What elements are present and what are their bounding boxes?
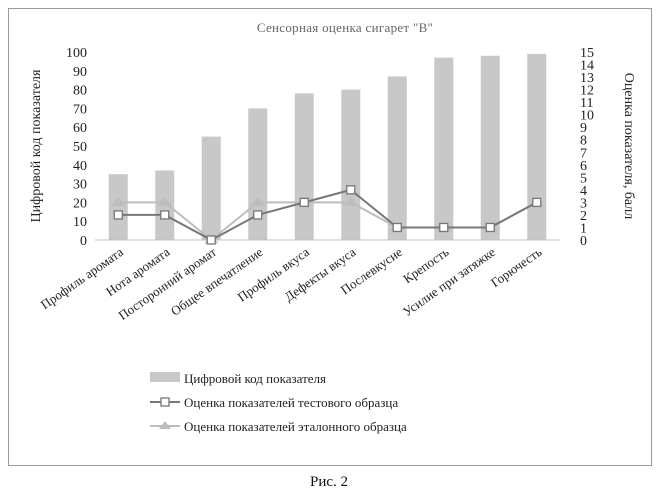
left-tick-label: 80	[73, 84, 87, 99]
left-tick-label: 30	[73, 178, 87, 193]
legend-swatch-bar	[150, 372, 180, 382]
reference-point	[250, 196, 265, 206]
reference-point	[157, 196, 172, 206]
right-tick-label: 9	[580, 121, 587, 136]
legend-marker-triangle	[159, 421, 171, 429]
right-tick-label: 3	[580, 196, 587, 211]
test-point	[206, 235, 216, 245]
sensory-chart: Сенсорная оценка сигарет "В" Цифровой ко…	[29, 20, 636, 434]
left-tick-label: 40	[73, 159, 87, 174]
reference-point	[111, 196, 126, 206]
bar	[434, 57, 454, 240]
right-tick-label: 12	[580, 84, 594, 99]
series-line	[118, 188, 538, 242]
bar	[248, 108, 268, 241]
right-tick-label: 1	[580, 221, 587, 236]
test-point	[439, 222, 449, 233]
test-point	[160, 210, 170, 220]
right-tick-label: 14	[580, 59, 594, 74]
test-point	[392, 222, 402, 233]
right-tick-label: 2	[580, 209, 587, 224]
right-tick-label: 4	[580, 184, 587, 199]
right-tick-label: 7	[580, 146, 587, 161]
left-tick-label: 10	[73, 215, 87, 230]
left-tick-label: 60	[73, 121, 87, 136]
bar	[341, 89, 361, 240]
test-point	[299, 197, 309, 208]
right-tick-label: 6	[580, 159, 587, 174]
left-tick-label: 0	[80, 234, 87, 249]
right-tick-label: 11	[580, 96, 593, 111]
right-tick-label: 15	[580, 46, 594, 61]
bar	[294, 93, 314, 240]
right-axis-label: Оценка показателя, балл	[621, 73, 636, 219]
bar	[527, 53, 547, 240]
reference-point	[343, 196, 358, 206]
right-tick-label: 5	[580, 171, 587, 186]
test-point	[346, 185, 356, 195]
left-tick-label: 70	[73, 102, 87, 117]
test-point	[485, 222, 495, 233]
bar	[201, 136, 221, 240]
bar	[480, 55, 500, 241]
legend-label: Оценка показателей тестового образца	[184, 395, 398, 410]
left-tick-label: 20	[73, 196, 87, 211]
series-line	[118, 201, 538, 242]
right-tick-label: 8	[580, 134, 587, 149]
bar	[387, 76, 407, 240]
legend-label: Цифровой код показателя	[184, 371, 326, 386]
left-tick-label: 90	[73, 65, 87, 80]
category-label: Горючесть	[488, 244, 545, 290]
left-axis-label: Цифровой код показателя	[29, 69, 44, 222]
left-tick-label: 100	[66, 46, 87, 61]
test-point	[532, 197, 542, 208]
legend-marker-square	[160, 397, 170, 407]
category-label: Профиль аромата	[38, 244, 126, 312]
right-tick-label: 10	[580, 109, 594, 124]
figure-caption: Рис. 2	[309, 474, 349, 490]
test-point	[113, 210, 123, 220]
right-tick-label: 0	[580, 234, 587, 249]
left-tick-label: 50	[73, 140, 87, 155]
bar	[108, 174, 128, 240]
chart-title: Сенсорная оценка сигарет "В"	[257, 20, 433, 35]
legend-label: Оценка показателей эталонного образца	[184, 419, 407, 434]
right-tick-label: 13	[580, 71, 594, 86]
test-point	[253, 210, 263, 220]
